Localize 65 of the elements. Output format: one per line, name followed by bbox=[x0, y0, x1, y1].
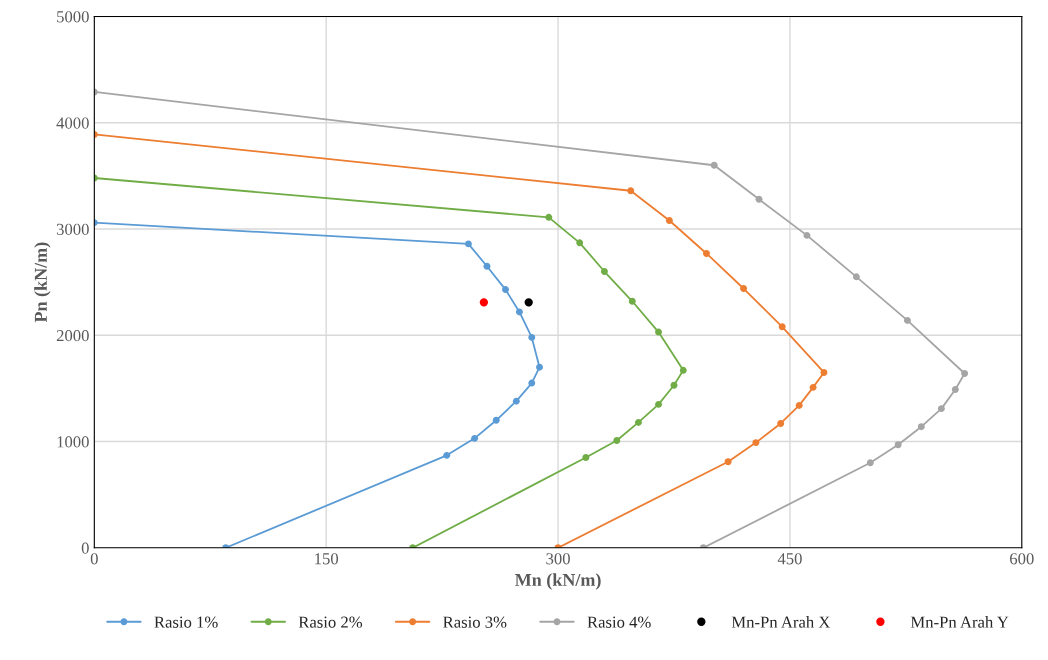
y-tick-label: 1000 bbox=[57, 436, 89, 448]
point bbox=[582, 454, 590, 461]
point bbox=[961, 370, 969, 378]
y-tick-label: 3000 bbox=[56, 223, 89, 235]
x-tick-label: 0 bbox=[90, 553, 98, 565]
y-tick-label: 2000 bbox=[56, 329, 89, 342]
point bbox=[483, 262, 491, 270]
point bbox=[917, 423, 925, 431]
x-tick-label: 600 bbox=[1010, 553, 1034, 565]
point bbox=[778, 323, 786, 331]
point bbox=[502, 286, 509, 294]
point bbox=[702, 249, 710, 257]
x-axis-title: Mn (kN/m) bbox=[514, 573, 601, 590]
point bbox=[820, 369, 828, 376]
point bbox=[752, 439, 760, 447]
point bbox=[866, 459, 874, 467]
legend-label: Rasio 2% bbox=[298, 616, 363, 628]
y-tick-label: 4000 bbox=[56, 117, 89, 129]
point bbox=[655, 400, 663, 408]
point bbox=[536, 363, 543, 371]
point bbox=[613, 437, 621, 444]
point bbox=[755, 195, 763, 203]
point bbox=[600, 268, 608, 275]
point bbox=[777, 420, 785, 427]
point bbox=[576, 239, 584, 247]
legend-label: Mn-Pn Arah Y bbox=[910, 616, 1009, 628]
point bbox=[512, 397, 520, 405]
point bbox=[852, 273, 860, 281]
point bbox=[724, 458, 732, 466]
y-tick-label: 5000 bbox=[57, 11, 89, 23]
point bbox=[628, 297, 636, 305]
point bbox=[528, 333, 536, 341]
point bbox=[545, 213, 553, 221]
point bbox=[903, 316, 911, 324]
legend-label: Rasio 1% bbox=[154, 616, 218, 628]
x-tick-label: 150 bbox=[315, 553, 339, 565]
point bbox=[740, 285, 748, 292]
point bbox=[515, 308, 523, 316]
point bbox=[471, 434, 479, 442]
x-tick-label: 300 bbox=[546, 553, 570, 565]
point bbox=[655, 328, 663, 336]
point bbox=[627, 187, 635, 195]
y-tick-label: 0 bbox=[81, 542, 89, 554]
legend-label: Mn-Pn Arah X bbox=[731, 616, 831, 628]
x-tick-label: 450 bbox=[777, 553, 802, 565]
point bbox=[809, 383, 817, 391]
point bbox=[528, 379, 536, 387]
point bbox=[894, 441, 902, 449]
point bbox=[710, 161, 718, 169]
point bbox=[634, 418, 642, 426]
y-axis-title: Pn (kN/m) bbox=[34, 242, 51, 323]
point bbox=[464, 240, 472, 248]
point bbox=[679, 366, 687, 374]
point bbox=[951, 386, 959, 393]
legend-label: Rasio 3% bbox=[443, 616, 507, 628]
point bbox=[803, 231, 811, 239]
point bbox=[443, 451, 451, 459]
point bbox=[492, 416, 500, 424]
point bbox=[937, 405, 945, 413]
legend-label: Rasio 4% bbox=[587, 616, 651, 628]
point bbox=[479, 298, 489, 307]
point bbox=[524, 298, 533, 307]
point bbox=[795, 401, 803, 409]
point bbox=[670, 381, 678, 389]
point bbox=[665, 217, 673, 224]
